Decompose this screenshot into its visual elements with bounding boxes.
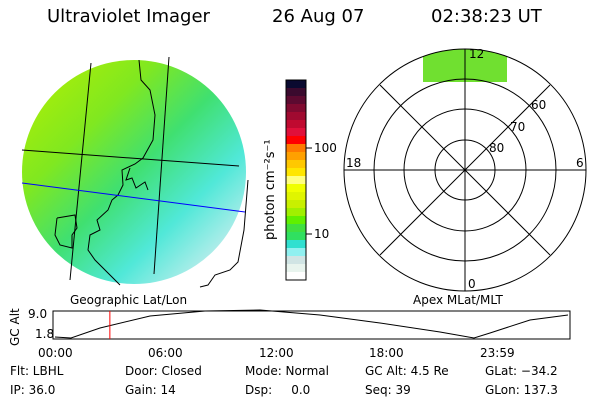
colorbar-segment	[286, 240, 306, 249]
status-field: Seq: 39	[365, 383, 411, 397]
mlt-label-18: 18	[346, 156, 362, 170]
colorbar-segment	[286, 176, 306, 185]
polar-plot	[343, 48, 587, 292]
colorbar-segment	[286, 224, 306, 233]
colorbar-segment	[286, 208, 306, 217]
status-field: Door: Closed	[125, 364, 202, 378]
colorbar-segment	[286, 200, 306, 209]
colorbar-segment	[286, 144, 306, 153]
xtick-1200: 12:00	[259, 346, 294, 360]
aurora-image-disk	[22, 60, 246, 284]
colorbar-segment	[286, 232, 306, 241]
status-field: Mode: Normal	[245, 364, 329, 378]
colorbar-segment	[286, 216, 306, 225]
colorbar-segment	[286, 256, 306, 265]
blue-latitude-line	[21, 182, 246, 213]
colorbar-segment	[286, 104, 306, 113]
colorbar-segment	[286, 248, 306, 257]
status-field: Flt: LBHL	[10, 364, 64, 378]
colorbar-segment	[286, 120, 306, 129]
colorbar	[286, 80, 306, 281]
mlt-label-6: 6	[576, 156, 584, 170]
colorbar-unit-label: photon cm⁻²s⁻¹	[263, 139, 278, 240]
colorbar-segment	[286, 192, 306, 201]
ytick-9: 9.0	[28, 307, 48, 321]
ring-label-70: 70	[510, 120, 526, 134]
time-label: 02:38:23 UT	[431, 6, 542, 27]
mlt-label-12: 12	[469, 47, 485, 61]
colorbar-segment	[286, 264, 306, 273]
xtick-1800: 18:00	[369, 346, 404, 360]
ytick-1.8: 1.8	[35, 327, 55, 341]
apex-label: Apex MLat/MLT	[413, 293, 503, 307]
status-field: Dsp: 0.0	[245, 383, 311, 397]
colorbar-segment	[286, 80, 306, 89]
timeline-ylabel: GC Alt	[8, 308, 22, 346]
colorbar-tick-100: 100	[314, 141, 337, 155]
ring-label-60: 60	[531, 98, 547, 112]
instrument-title: Ultraviolet Imager	[47, 6, 210, 27]
altitude-timeline	[52, 309, 571, 340]
ring-label-80: 80	[489, 141, 505, 155]
status-field: GLon: 137.3	[485, 383, 558, 397]
status-field: GC Alt: 4.5 Re	[365, 364, 449, 378]
status-field: IP: 36.0	[10, 383, 56, 397]
colorbar-segment	[286, 128, 306, 137]
colorbar-segment	[286, 168, 306, 177]
mlt-label-0: 0	[468, 277, 476, 291]
status-field: Gain: 14	[125, 383, 176, 397]
colorbar-segment	[286, 272, 306, 281]
colorbar-segment	[286, 88, 306, 97]
colorbar-segment	[286, 160, 306, 169]
colorbar-segment	[286, 136, 306, 145]
xtick-2359: 23:59	[480, 346, 515, 360]
xtick-0000: 00:00	[38, 346, 73, 360]
xtick-0600: 06:00	[148, 346, 183, 360]
date-label: 26 Aug 07	[272, 6, 365, 27]
colorbar-segment	[286, 112, 306, 121]
colorbar-segment	[286, 184, 306, 193]
colorbar-segment	[286, 152, 306, 161]
colorbar-segment	[286, 96, 306, 105]
colorbar-tick-10: 10	[314, 227, 330, 241]
status-field: GLat: −34.2	[485, 364, 558, 378]
geographic-image	[21, 56, 249, 288]
geographic-label: Geographic Lat/Lon	[70, 293, 188, 307]
